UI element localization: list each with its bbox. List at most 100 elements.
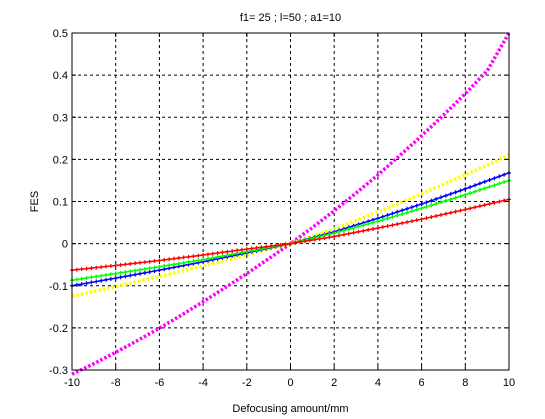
data-point-marker — [205, 252, 210, 257]
data-point-marker — [94, 274, 99, 279]
data-point-marker — [157, 258, 162, 263]
data-point-marker — [346, 231, 351, 236]
data-point-marker — [366, 221, 371, 226]
data-point-marker — [220, 254, 225, 259]
data-point-marker — [361, 223, 366, 228]
data-point-marker — [468, 206, 473, 211]
y-tick-label: -0.3 — [49, 365, 68, 377]
data-point-marker — [502, 180, 507, 185]
data-point-marker — [181, 255, 186, 260]
data-point-marker — [269, 244, 274, 249]
data-point-marker — [201, 252, 206, 257]
data-point-marker — [341, 232, 346, 237]
data-point-marker — [89, 266, 94, 271]
data-point-marker — [215, 251, 220, 256]
data-point-marker — [225, 249, 230, 254]
data-point-marker — [497, 181, 502, 186]
data-point-marker — [142, 260, 147, 265]
data-point-marker — [278, 242, 283, 247]
data-point-marker — [142, 267, 147, 272]
data-point-marker — [142, 270, 147, 275]
data-point-marker — [400, 221, 405, 226]
data-point-marker — [487, 201, 492, 206]
data-point-marker — [453, 209, 458, 214]
data-point-marker — [400, 212, 405, 217]
data-point-marker — [482, 186, 487, 191]
data-point-marker — [205, 256, 210, 261]
data-point-marker — [419, 202, 424, 207]
y-tick-label: 0.1 — [53, 197, 68, 209]
data-point-marker — [468, 185, 473, 190]
x-tick-label: -2 — [242, 377, 252, 389]
data-point-marker — [405, 206, 410, 211]
data-point-marker — [79, 267, 84, 272]
data-point-marker — [443, 211, 448, 216]
data-point-marker — [434, 213, 439, 218]
y-tick-label: 0.4 — [53, 70, 68, 82]
data-point-marker — [405, 220, 410, 225]
x-tick-label: 8 — [462, 377, 468, 389]
data-point-marker — [79, 282, 84, 287]
data-point-marker — [307, 238, 312, 243]
y-axis-label: FES — [29, 191, 41, 212]
series-layer — [70, 32, 511, 376]
data-point-marker — [171, 256, 176, 261]
data-point-marker — [414, 207, 419, 212]
data-point-marker — [244, 247, 249, 252]
data-point-marker — [371, 226, 376, 231]
data-point-marker — [356, 224, 361, 229]
data-point-marker — [288, 241, 293, 246]
data-point-marker — [181, 260, 186, 265]
x-tick-label: 6 — [419, 377, 425, 389]
data-point-marker — [293, 240, 298, 245]
data-point-marker — [225, 253, 230, 258]
data-point-marker — [448, 197, 453, 202]
data-point-marker — [259, 245, 264, 250]
data-point-marker — [390, 211, 395, 216]
data-point-marker — [341, 228, 346, 233]
data-point-marker — [108, 264, 113, 269]
data-point-marker — [123, 270, 128, 275]
data-point-marker — [312, 237, 317, 242]
data-point-marker — [235, 248, 240, 253]
data-point-marker — [477, 181, 482, 186]
data-point-marker — [147, 266, 152, 271]
data-point-marker — [468, 191, 473, 196]
data-point-marker — [473, 205, 478, 210]
data-point-marker — [473, 183, 478, 188]
data-point-marker — [89, 280, 94, 285]
data-point-marker — [133, 261, 138, 266]
data-point-marker — [332, 231, 337, 236]
data-point-marker — [99, 265, 104, 270]
data-point-marker — [103, 277, 108, 282]
data-point-marker — [113, 276, 118, 281]
data-point-marker — [409, 205, 414, 210]
data-point-marker — [400, 208, 405, 213]
data-point-marker — [74, 267, 79, 272]
data-point-marker — [487, 177, 492, 182]
data-point-marker — [424, 200, 429, 205]
data-point-marker — [162, 257, 167, 262]
data-point-marker — [434, 201, 439, 206]
x-tick-label: 0 — [287, 377, 293, 389]
data-point-marker — [346, 227, 351, 232]
data-point-marker — [473, 189, 478, 194]
data-point-marker — [429, 215, 434, 220]
data-point-marker — [147, 259, 152, 264]
data-point-marker — [458, 194, 463, 199]
series-4 — [70, 197, 511, 273]
data-point-marker — [356, 229, 361, 234]
data-point-marker — [84, 281, 89, 286]
data-point-marker — [113, 271, 118, 276]
data-point-marker — [380, 217, 385, 222]
data-point-marker — [492, 200, 497, 205]
data-point-marker — [137, 271, 142, 276]
data-point-marker — [351, 225, 356, 230]
x-tick-label: 2 — [331, 377, 337, 389]
y-tick-label: 0.3 — [53, 112, 68, 124]
data-point-marker — [502, 172, 507, 177]
x-tick-label: -4 — [198, 377, 208, 389]
data-point-marker — [171, 262, 176, 267]
